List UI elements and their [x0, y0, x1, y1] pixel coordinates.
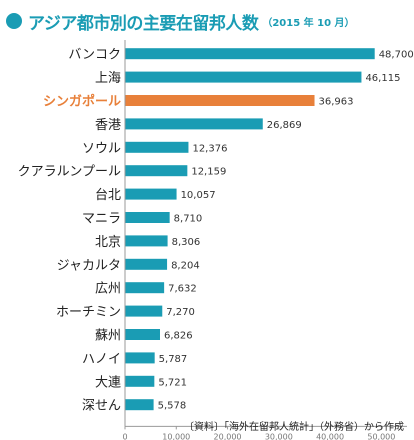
- value-label: 5,787: [159, 354, 188, 365]
- value-label: 6,826: [164, 331, 193, 342]
- bar: [125, 235, 168, 247]
- bar: [125, 118, 263, 130]
- category-label: シンガポール: [43, 94, 121, 110]
- category-label: クアラルンプール: [18, 165, 121, 180]
- bar: [125, 188, 177, 200]
- value-label: 10,057: [181, 190, 216, 201]
- value-label: 46,115: [365, 73, 400, 84]
- value-label: 12,159: [191, 167, 226, 178]
- value-label: 26,869: [267, 120, 302, 131]
- bar: [125, 352, 155, 364]
- chart-title: アジア都市別の主要在留邦人数: [28, 13, 259, 34]
- x-tick-label: 40,000: [316, 432, 344, 440]
- value-label: 5,721: [158, 377, 187, 388]
- bar: [125, 48, 375, 60]
- bar: [125, 282, 165, 294]
- bar: [125, 212, 170, 223]
- value-label: 7,270: [166, 307, 195, 318]
- x-tick-label: 50,000: [367, 432, 395, 440]
- value-label: 12,376: [192, 143, 227, 154]
- bar: [125, 71, 362, 83]
- bar: [125, 305, 163, 317]
- x-tick-label: 0: [122, 432, 127, 440]
- category-label: ジャカルタ: [57, 258, 121, 273]
- chart-title-row: アジア都市別の主要在留邦人数 （2015 年 10 月）: [6, 8, 355, 34]
- value-label: 36,963: [319, 97, 354, 108]
- bars-layer: バンコク 48,700 上海 46,115 シンガポール 36,963 香港 26,869 ソウ…: [18, 48, 414, 414]
- category-label: 香港: [95, 118, 121, 133]
- bar: [125, 399, 154, 411]
- category-label: 上海: [95, 71, 121, 86]
- category-label: 蘇州: [95, 329, 121, 344]
- category-label: ソウル: [82, 141, 121, 156]
- bar: [125, 329, 160, 340]
- value-label: 5,578: [158, 401, 187, 412]
- value-label: 8,710: [174, 214, 203, 225]
- category-label: 大連: [95, 375, 121, 390]
- title-bullet-icon: [6, 13, 22, 29]
- bar: [125, 258, 168, 270]
- x-axis: 0 10,000 20,000 30,000 40,000 50,000: [122, 40, 407, 440]
- category-label: 北京: [95, 235, 121, 250]
- category-label: ハノイ: [82, 352, 121, 367]
- category-label: 台北: [95, 188, 121, 203]
- bar: [125, 141, 189, 153]
- x-tick-label: 20,000: [214, 432, 242, 440]
- category-label: マニラ: [82, 212, 121, 227]
- value-label: 48,700: [379, 50, 414, 61]
- category-label: 深せん: [82, 399, 121, 414]
- value-label: 7,632: [168, 284, 197, 295]
- bar: [125, 165, 188, 177]
- category-label: 広州: [95, 282, 121, 297]
- source-note: 〔資料〕「海外在留邦人統計」（外務省）から作成: [184, 422, 404, 433]
- category-label: ホーチミン: [56, 305, 121, 320]
- value-label: 8,306: [172, 237, 201, 248]
- value-label: 8,204: [171, 260, 200, 271]
- chart-subtitle: （2015 年 10 月）: [262, 17, 355, 29]
- bar: [125, 375, 155, 387]
- x-tick-label: 30,000: [265, 432, 293, 440]
- bar: [125, 95, 315, 106]
- category-label: バンコク: [68, 48, 121, 63]
- x-tick-label: 10,000: [162, 432, 190, 440]
